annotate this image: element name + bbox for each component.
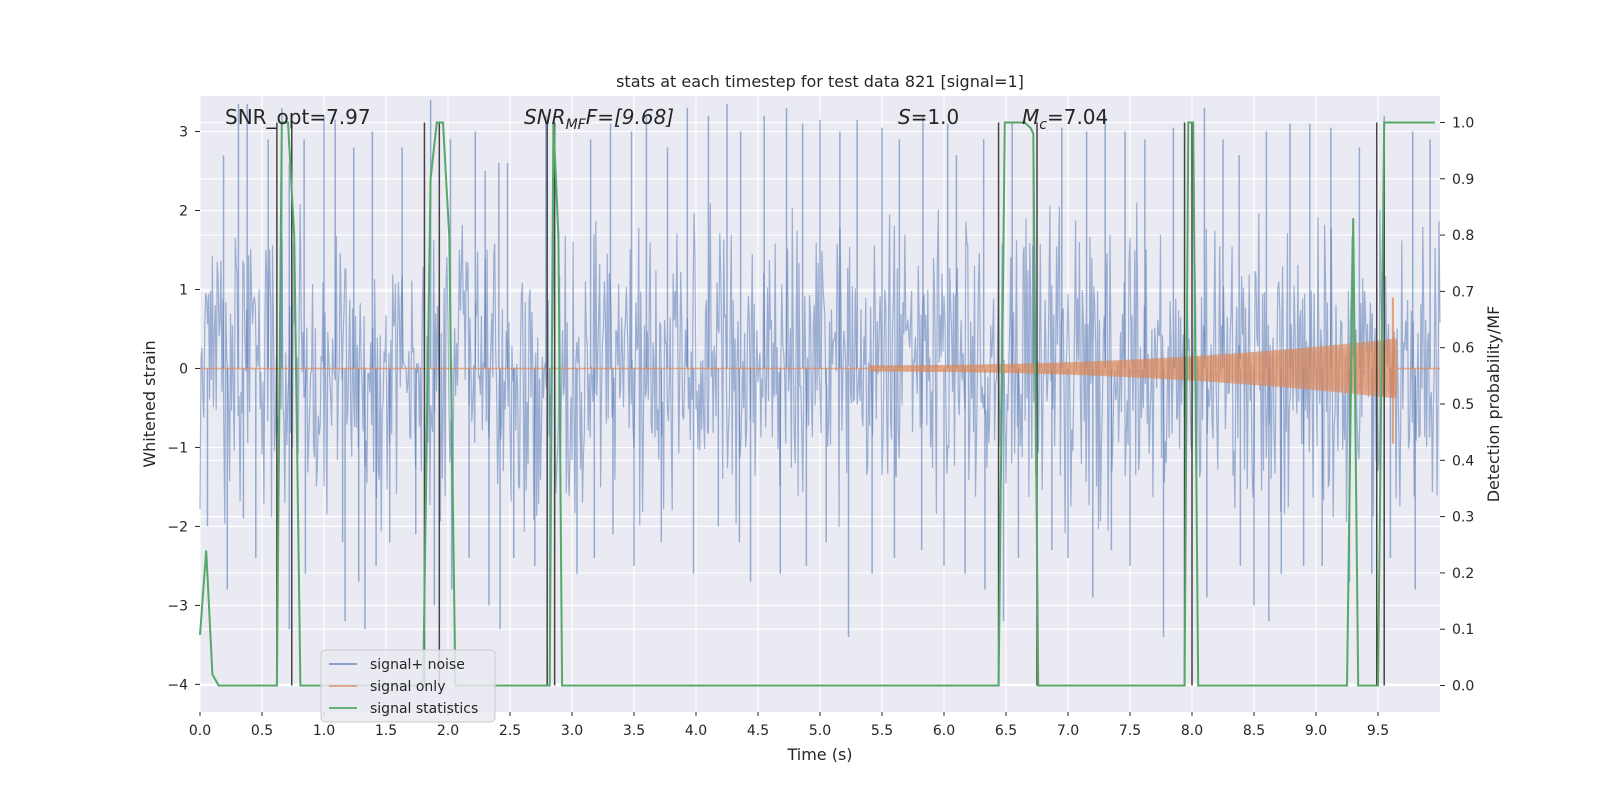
y-right-tick-label: 0.1 xyxy=(1452,622,1474,638)
x-tick-label: 2.5 xyxy=(499,723,521,739)
y-right-tick-label: 0.7 xyxy=(1452,284,1474,300)
y-right-tick-label: 0.4 xyxy=(1452,453,1474,469)
y-left-tick-label: −4 xyxy=(167,677,188,693)
y-right-tick-label: 0.8 xyxy=(1452,228,1474,244)
series-signal-noise xyxy=(199,99,1441,637)
y-left-tick-label: −3 xyxy=(167,598,188,614)
series-signal-only xyxy=(200,297,1440,444)
x-tick-label: 4.5 xyxy=(747,723,769,739)
chirp-inspiral xyxy=(869,338,1398,399)
chart-title: stats at each timestep for test data 821… xyxy=(616,72,1024,91)
y-left-tick-label: 2 xyxy=(179,204,188,220)
y-right-tick-label: 0.9 xyxy=(1452,172,1474,188)
legend: signal+ noise signal only signal statist… xyxy=(320,649,496,723)
y-left-tick-label: 1 xyxy=(179,282,188,298)
y-axis-left-title: Whitened strain xyxy=(140,340,159,467)
annotation-snr-mf: SNRMFF=[9.68] xyxy=(524,105,674,133)
x-axis-title: Time (s) xyxy=(786,745,852,764)
y-right-tick-label: 0.6 xyxy=(1452,341,1474,357)
x-tick-label: 3.5 xyxy=(623,723,645,739)
legend-label-signal-statistics: signal statistics xyxy=(370,701,478,717)
x-tick-label: 6.0 xyxy=(933,723,955,739)
x-tick-label: 0.5 xyxy=(251,723,273,739)
y-left-tick-label: 0 xyxy=(179,361,188,377)
x-tick-label: 5.5 xyxy=(871,723,893,739)
x-tick-label: 7.0 xyxy=(1057,723,1079,739)
noise-trace xyxy=(199,202,1441,534)
x-tick-label: 3.0 xyxy=(561,723,583,739)
x-tick-label: 4.0 xyxy=(685,723,707,739)
annotation-mc: Mc=7.04 xyxy=(1022,105,1108,133)
y-left-tick-label: 3 xyxy=(179,125,188,141)
y-axis-right-title: Detection probability/MF xyxy=(1484,306,1503,503)
x-tick-label: 0.0 xyxy=(189,723,211,739)
y-left-tick-label: −2 xyxy=(167,519,188,535)
x-tick-label: 7.5 xyxy=(1119,723,1141,739)
x-tick-label: 9.5 xyxy=(1367,723,1389,739)
legend-box xyxy=(320,649,496,723)
x-tick-label: 2.0 xyxy=(437,723,459,739)
x-tick-label: 1.5 xyxy=(375,723,397,739)
y-right-tick-label: 0.5 xyxy=(1452,397,1474,413)
legend-label-signal-noise: signal+ noise xyxy=(370,657,465,673)
y-right-tick-label: 0.2 xyxy=(1452,566,1474,582)
series-signal-statistics xyxy=(199,121,1435,687)
legend-label-signal-only: signal only xyxy=(370,679,445,695)
x-tick-label: 9.0 xyxy=(1305,723,1327,739)
x-tick-label: 5.0 xyxy=(809,723,831,739)
x-tick-label: 8.5 xyxy=(1243,723,1265,739)
x-axis-ticks: 0.0 0.5 1.0 1.5 2.0 2.5 3.0 3.5 4.0 4.5 5.0 5.5 6.0 6… xyxy=(189,712,1389,739)
annotation-snr-opt: SNR_opt=7.97 xyxy=(225,105,371,129)
y-left-tick-label: −1 xyxy=(167,440,188,456)
y-axis-left-ticks: −4 −3 −2 −1 0 1 2 3 xyxy=(167,125,200,693)
x-tick-label: 1.0 xyxy=(313,723,335,739)
y-right-tick-label: 1.0 xyxy=(1452,115,1474,131)
x-tick-label: 8.0 xyxy=(1181,723,1203,739)
annotation-s: S=1.0 xyxy=(898,105,959,129)
signal-statistics-line xyxy=(199,121,1435,687)
vertical-markers xyxy=(276,122,1385,686)
y-right-tick-label: 0.3 xyxy=(1452,510,1474,526)
y-right-tick-label: 0.0 xyxy=(1452,679,1474,695)
x-tick-label: 6.5 xyxy=(995,723,1017,739)
y-axis-right-ticks: 0.0 0.1 0.2 0.3 0.4 0.5 0.6 0.7 0.8 0.9 1.0 xyxy=(1440,115,1474,695)
